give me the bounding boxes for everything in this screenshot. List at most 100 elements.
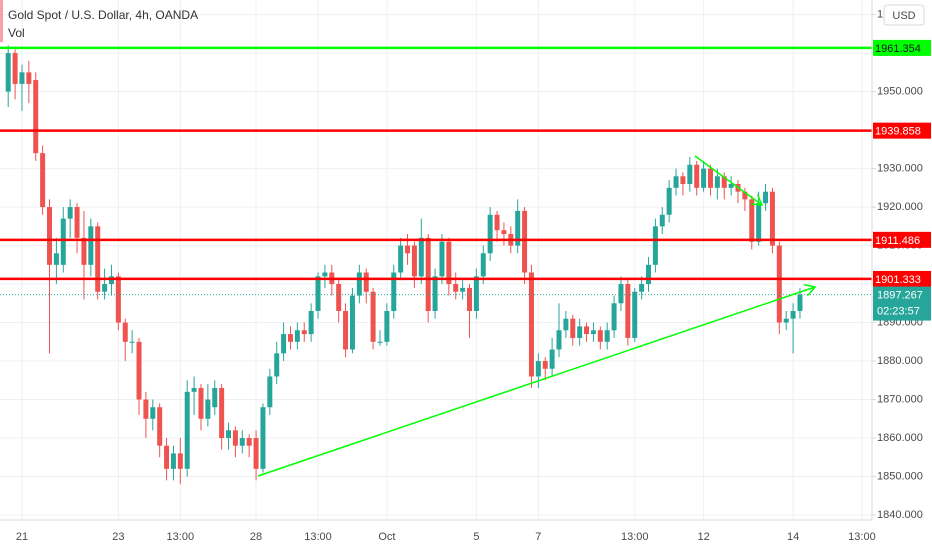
candle-body bbox=[597, 330, 603, 342]
candle-body bbox=[343, 310, 349, 350]
price-line-label-box bbox=[873, 39, 931, 56]
candle-body bbox=[632, 291, 638, 338]
candle-body bbox=[728, 183, 734, 188]
x-tick-label: 28 bbox=[250, 531, 262, 543]
price-line-label: 1961.354 bbox=[875, 43, 921, 55]
x-tick-label: 5 bbox=[473, 531, 479, 543]
x-tick-label: 7 bbox=[535, 531, 541, 543]
candle-body bbox=[287, 334, 293, 342]
x-tick-label: 23 bbox=[112, 531, 124, 543]
candle-body bbox=[721, 176, 727, 188]
candle-body bbox=[212, 387, 218, 408]
candle-body bbox=[232, 430, 238, 446]
candle-body bbox=[501, 230, 507, 235]
candle-body bbox=[425, 237, 431, 311]
candle-body bbox=[122, 322, 128, 342]
candle-body bbox=[646, 264, 652, 285]
candle-body bbox=[115, 276, 121, 323]
currency-label[interactable]: USD bbox=[892, 10, 915, 22]
candle-body bbox=[53, 253, 59, 265]
price-line-label: 1901.333 bbox=[875, 274, 921, 286]
last-price-label: 1897.267 bbox=[877, 289, 923, 301]
candle-body bbox=[384, 310, 390, 342]
candle-body bbox=[191, 387, 197, 392]
x-tick-label: 14 bbox=[787, 531, 799, 543]
chart-title: Gold Spot / U.S. Dollar, 4h, OANDA bbox=[8, 8, 198, 22]
candle-body bbox=[315, 276, 321, 311]
candle-body bbox=[584, 326, 590, 335]
currency-button[interactable] bbox=[883, 4, 925, 26]
candle-body bbox=[40, 153, 46, 208]
candle-body bbox=[742, 191, 748, 200]
price-line-label: 1939.858 bbox=[875, 126, 921, 138]
x-tick-label: 13:00 bbox=[621, 531, 649, 543]
candle-body bbox=[322, 272, 328, 277]
candle-body bbox=[391, 272, 397, 311]
candle-body bbox=[535, 361, 541, 377]
x-tick-label: 13:00 bbox=[848, 531, 876, 543]
candle-body bbox=[405, 245, 411, 254]
countdown-label: 02:23:57 bbox=[877, 305, 920, 317]
candle-body bbox=[694, 164, 700, 188]
candle-body bbox=[625, 284, 631, 338]
candle-body bbox=[363, 272, 369, 292]
x-tick-label: Oct bbox=[378, 531, 395, 543]
candle-body bbox=[570, 318, 576, 338]
candle-body bbox=[604, 330, 610, 342]
candle-body bbox=[281, 334, 287, 354]
candle-body bbox=[5, 53, 11, 92]
candle-body bbox=[370, 291, 376, 342]
candle-body bbox=[26, 72, 32, 84]
candle-body bbox=[136, 341, 142, 400]
candle-body bbox=[439, 241, 445, 277]
candle-body bbox=[184, 391, 190, 469]
candle-body bbox=[563, 318, 569, 331]
x-tick-label: 21 bbox=[16, 531, 28, 543]
x-tick-label: 13:00 bbox=[167, 531, 195, 543]
candle-body bbox=[542, 361, 548, 369]
candle-body bbox=[81, 237, 87, 265]
indicator-label: Vol bbox=[8, 26, 25, 40]
candle-body bbox=[515, 210, 521, 246]
candle-body bbox=[652, 226, 658, 265]
candle-body bbox=[205, 399, 211, 419]
candle-body bbox=[246, 438, 252, 446]
candle-body bbox=[150, 407, 156, 419]
candle-body bbox=[611, 303, 617, 331]
candle-body bbox=[239, 438, 245, 446]
candle-body bbox=[432, 276, 438, 311]
candle-body bbox=[274, 353, 280, 377]
candle-body bbox=[666, 187, 672, 215]
y-tick-label: 1950.000 bbox=[877, 86, 923, 98]
candle-body bbox=[749, 199, 755, 242]
candles bbox=[5, 45, 803, 485]
candle-body bbox=[267, 376, 273, 408]
axis-labels: 1840.000 1850.000 1860.000 1870.000 1880.000… bbox=[16, 9, 931, 543]
candle-body bbox=[460, 287, 466, 292]
candle-body bbox=[177, 453, 183, 469]
candle-body bbox=[522, 210, 528, 273]
candle-body bbox=[590, 330, 596, 335]
candle-body bbox=[528, 272, 534, 377]
candle-body bbox=[67, 207, 73, 219]
candle-body bbox=[88, 226, 94, 265]
candle-body bbox=[473, 276, 479, 311]
candle-body bbox=[33, 80, 39, 154]
candle-body bbox=[349, 295, 355, 350]
candle-body bbox=[701, 168, 707, 188]
candle-body bbox=[639, 284, 645, 292]
candle-body bbox=[763, 191, 769, 204]
candle-body bbox=[47, 207, 53, 265]
candle-body bbox=[556, 330, 562, 350]
candle-body bbox=[680, 176, 686, 184]
candle-body bbox=[466, 287, 472, 311]
y-tick-label: 1850.000 bbox=[877, 470, 923, 482]
candle-body bbox=[577, 326, 583, 338]
candle-body bbox=[219, 387, 225, 439]
price-line-label-box bbox=[873, 122, 931, 139]
candle-body bbox=[659, 214, 665, 227]
candle-body bbox=[790, 310, 796, 319]
candle-body bbox=[226, 430, 232, 439]
candle-body bbox=[143, 399, 149, 419]
candle-body bbox=[356, 272, 362, 296]
